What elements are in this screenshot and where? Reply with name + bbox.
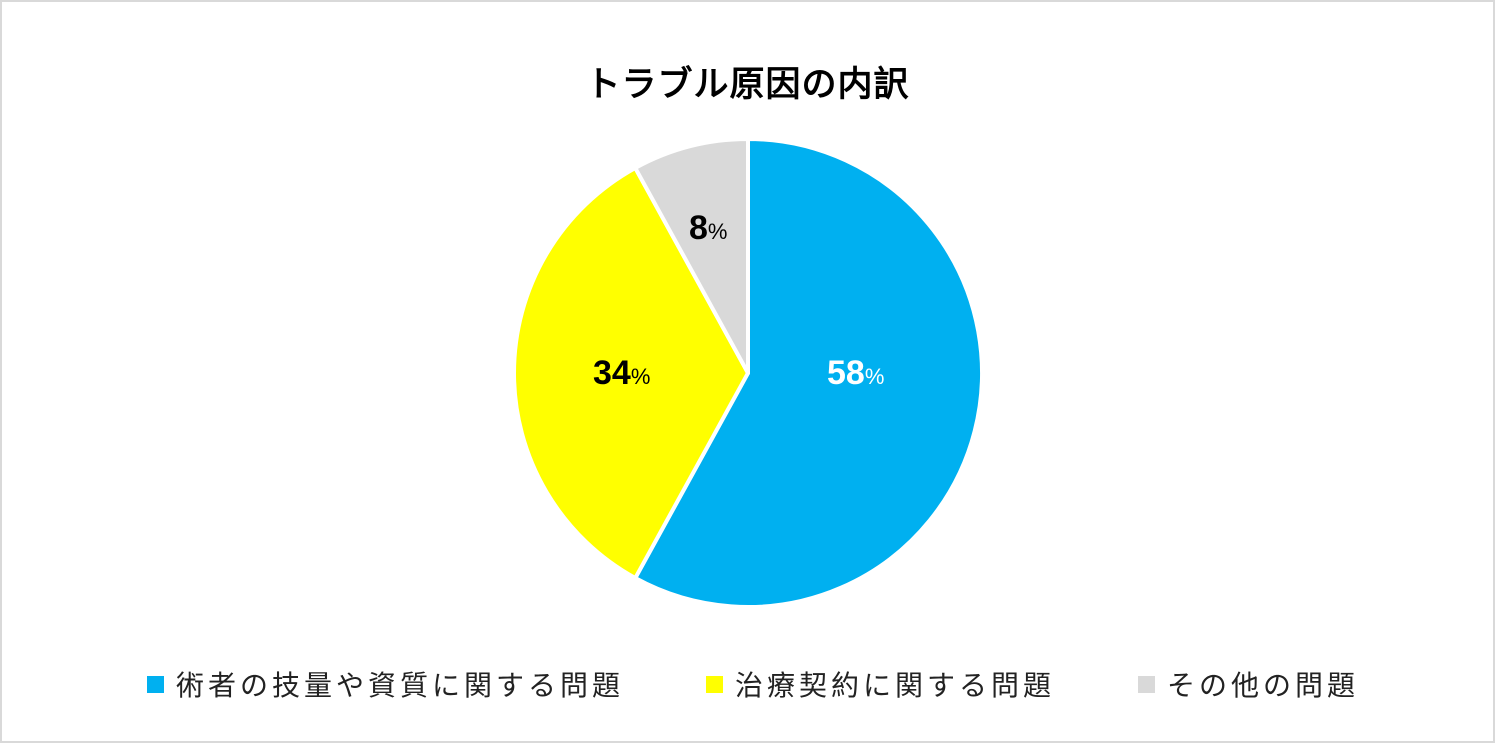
legend-swatch-yellow bbox=[706, 675, 723, 693]
slice-label-0: 58% bbox=[827, 354, 885, 392]
pie-slice-2 bbox=[633, 137, 750, 375]
pie-slice-0 bbox=[633, 137, 984, 609]
legend-item-2: その他の問題 bbox=[1138, 664, 1359, 704]
legend-swatch-gray bbox=[1138, 675, 1155, 693]
slice-label-2: 8% bbox=[689, 209, 728, 247]
chart-title: トラブル原因の内訳 bbox=[585, 65, 910, 105]
slice-label-1: 34% bbox=[593, 354, 651, 392]
legend-item-0: 術者の技量や資質に関する問題 bbox=[147, 664, 624, 704]
legend-item-1: 治療契約に関する問題 bbox=[706, 664, 1055, 704]
legend: 術者の技量や資質に関する問題 治療契約に関する問題 その他の問題 bbox=[0, 664, 1495, 704]
legend-swatch-blue bbox=[147, 675, 164, 693]
